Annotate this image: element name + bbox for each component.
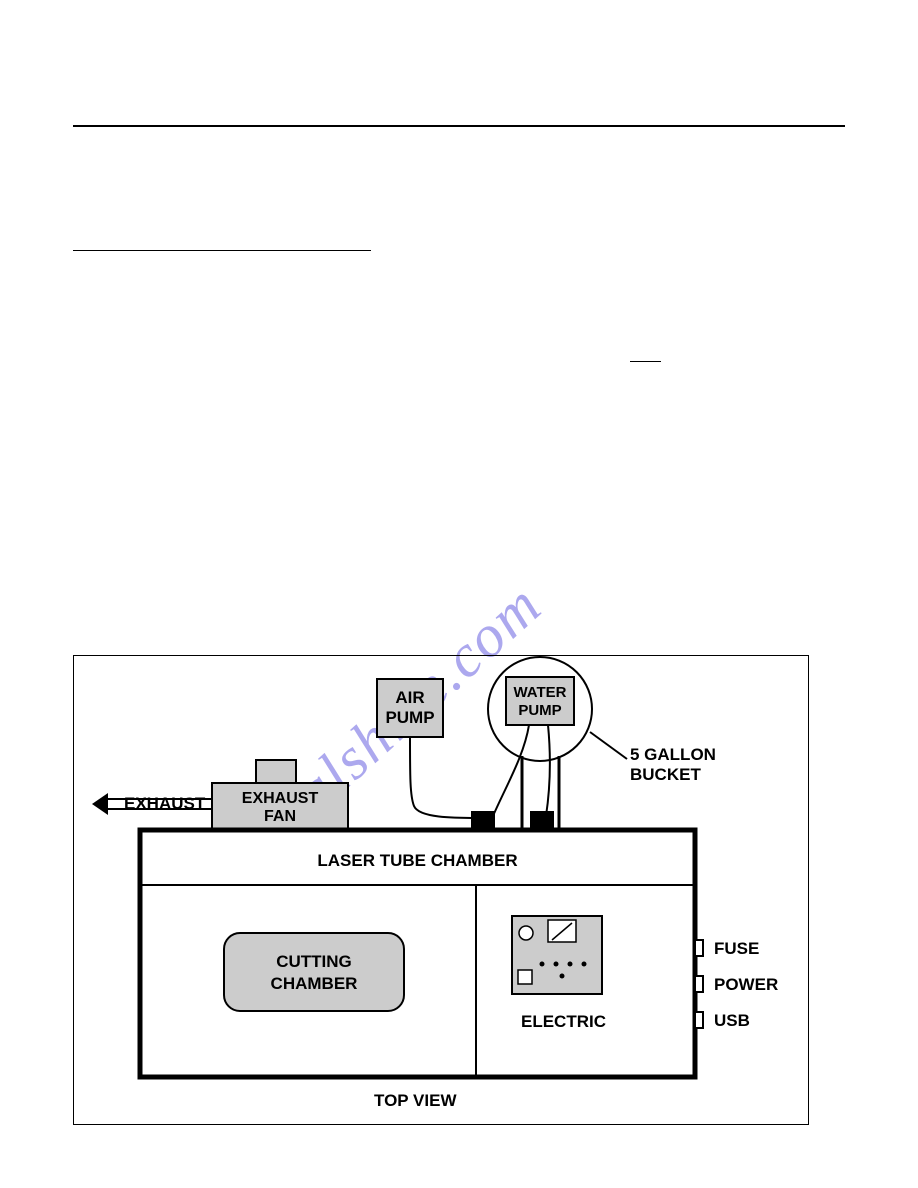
svg-text:PUMP: PUMP bbox=[385, 708, 434, 727]
svg-text:POWER: POWER bbox=[714, 975, 778, 994]
side-port-usb bbox=[695, 1012, 703, 1028]
svg-text:EXHAUST: EXHAUST bbox=[124, 794, 206, 813]
svg-text:USB: USB bbox=[714, 1011, 750, 1030]
water-hose-1 bbox=[546, 725, 550, 816]
svg-text:WATER: WATER bbox=[513, 684, 566, 701]
electric-dot-3 bbox=[582, 962, 587, 967]
electric-dot-0 bbox=[540, 962, 545, 967]
electric-dot-4 bbox=[560, 974, 565, 979]
air-hose bbox=[410, 737, 478, 818]
rule-small bbox=[630, 361, 661, 362]
svg-text:CUTTING: CUTTING bbox=[276, 952, 352, 971]
svg-text:FUSE: FUSE bbox=[714, 939, 759, 958]
rule-top bbox=[73, 125, 845, 127]
electric-dial-icon bbox=[519, 926, 533, 940]
exhaust-fan-top bbox=[256, 760, 296, 783]
svg-text:BUCKET: BUCKET bbox=[630, 765, 701, 784]
svg-text:CHAMBER: CHAMBER bbox=[271, 974, 358, 993]
electric-switch-icon bbox=[518, 970, 532, 984]
diagram-frame: AIRPUMPWATERPUMP5 GALLONBUCKETEXHAUSTFAN… bbox=[73, 655, 809, 1125]
rule-mid bbox=[73, 250, 371, 251]
svg-text:FAN: FAN bbox=[264, 808, 296, 825]
svg-text:TOP VIEW: TOP VIEW bbox=[374, 1091, 457, 1110]
electric-dot-1 bbox=[554, 962, 559, 967]
svg-text:AIR: AIR bbox=[395, 688, 424, 707]
cutting-chamber bbox=[224, 933, 404, 1011]
svg-text:5 GALLON: 5 GALLON bbox=[630, 745, 716, 764]
exhaust-arrow-icon bbox=[92, 793, 108, 815]
svg-text:ELECTRIC: ELECTRIC bbox=[521, 1012, 606, 1031]
svg-text:EXHAUST: EXHAUST bbox=[242, 790, 319, 807]
svg-text:PUMP: PUMP bbox=[518, 702, 561, 719]
bucket-leader-line bbox=[590, 732, 627, 759]
electric-dot-2 bbox=[568, 962, 573, 967]
side-port-fuse bbox=[695, 940, 703, 956]
svg-text:LASER TUBE CHAMBER: LASER TUBE CHAMBER bbox=[317, 851, 517, 870]
side-port-power bbox=[695, 976, 703, 992]
diagram-svg: AIRPUMPWATERPUMP5 GALLONBUCKETEXHAUSTFAN… bbox=[74, 656, 810, 1126]
